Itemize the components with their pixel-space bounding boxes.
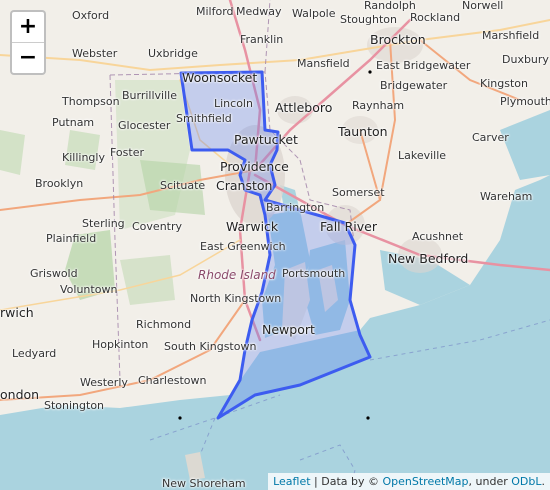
place-label: Webster [72,47,118,60]
place-label: Wareham [480,190,533,203]
region-label: Rhode Island [198,268,276,282]
place-label: Acushnet [412,230,464,243]
place-label: Portsmouth [282,267,346,280]
place-label: Taunton [338,124,388,139]
place-label: Fall River [320,219,378,234]
region-highlight [179,70,372,420]
place-label: Killingly [62,151,105,164]
place-label: New Bedford [388,251,469,266]
place-label: Foster [110,146,144,159]
place-label: ondon [0,387,40,402]
minus-icon: − [18,45,38,70]
place-label: Ledyard [12,347,57,360]
place-label: Smithfield [176,112,232,125]
odbl-link[interactable]: ODbL [511,475,542,488]
zoom-control: + − [10,10,46,75]
place-label: Kingston [480,77,528,90]
place-label: Lincoln [214,97,253,110]
place-label: East Bridgewater [376,59,471,72]
place-label: Medway [236,5,282,18]
block-island [185,452,205,480]
roads [0,0,550,401]
place-label: Richmond [136,318,192,331]
place-label: Sterling [82,217,125,230]
place-label: Coventry [132,220,183,233]
forest-areas [0,80,205,305]
place-label: Franklin [240,33,284,46]
attribution-text: , under [468,475,512,488]
osm-link[interactable]: OpenStreetMap [382,475,469,488]
plus-icon: + [18,14,38,39]
place-label: Oxford [72,9,110,22]
place-label: Thompson [62,95,120,108]
place-label: East Greenwich [200,240,286,253]
attribution-text: . [541,475,546,488]
place-label: Attleboro [275,100,333,115]
place-label: Charlestown [138,374,207,387]
place-label: Griswold [30,267,78,280]
place-label: Randolph [364,0,416,12]
place-label: Raynham [352,99,405,112]
place-label: Burrillville [122,89,177,102]
place-label: Carver [472,131,509,144]
place-label: Stonington [44,399,105,412]
place-label: New Shoreham [162,477,246,490]
place-label: Scituate [160,179,206,192]
zoom-in-button[interactable]: + [12,12,44,43]
place-label: Hopkinton [92,338,149,351]
place-label: Westerly [80,376,128,389]
place-label: Bridgewater [380,79,448,92]
place-label: Walpole [292,7,336,20]
place-label: Stoughton [340,13,397,26]
place-label: South Kingstown [164,340,257,353]
place-label: Rockland [410,11,461,24]
place-label: Barrington [266,201,325,214]
place-label: Brooklyn [35,177,84,190]
place-label: Voluntown [60,283,118,296]
place-label: Woonsocket [182,70,258,85]
place-label: Lakeville [398,149,447,162]
leaflet-link[interactable]: Leaflet [273,475,311,488]
zoom-out-button[interactable]: − [12,43,44,73]
place-label: Cranston [216,178,273,193]
place-label: Duxbury [502,53,549,66]
place-label: Uxbridge [148,47,198,60]
place-label: Plymouth [500,95,550,108]
place-label: rwich [0,305,34,320]
place-label: Warwick [226,219,279,234]
place-label: Norwell [462,0,504,12]
attribution: Leaflet | Data by © OpenStreetMap, under… [268,473,550,490]
place-label: Pawtucket [234,132,298,147]
place-label: North Kingstown [190,292,282,305]
place-label: Putnam [52,116,95,129]
place-label: Brockton [370,32,426,47]
place-label: Marshfield [482,29,540,42]
place-label: Somerset [332,186,385,199]
place-label: Newport [262,322,315,337]
place-label: Providence [220,159,289,174]
place-label: Plainfield [46,232,97,245]
place-label: Mansfield [297,57,350,70]
place-label: Milford [196,5,234,18]
place-label: Glocester [118,119,171,132]
boundaries [109,0,356,381]
attribution-text: | Data by © [310,475,383,488]
